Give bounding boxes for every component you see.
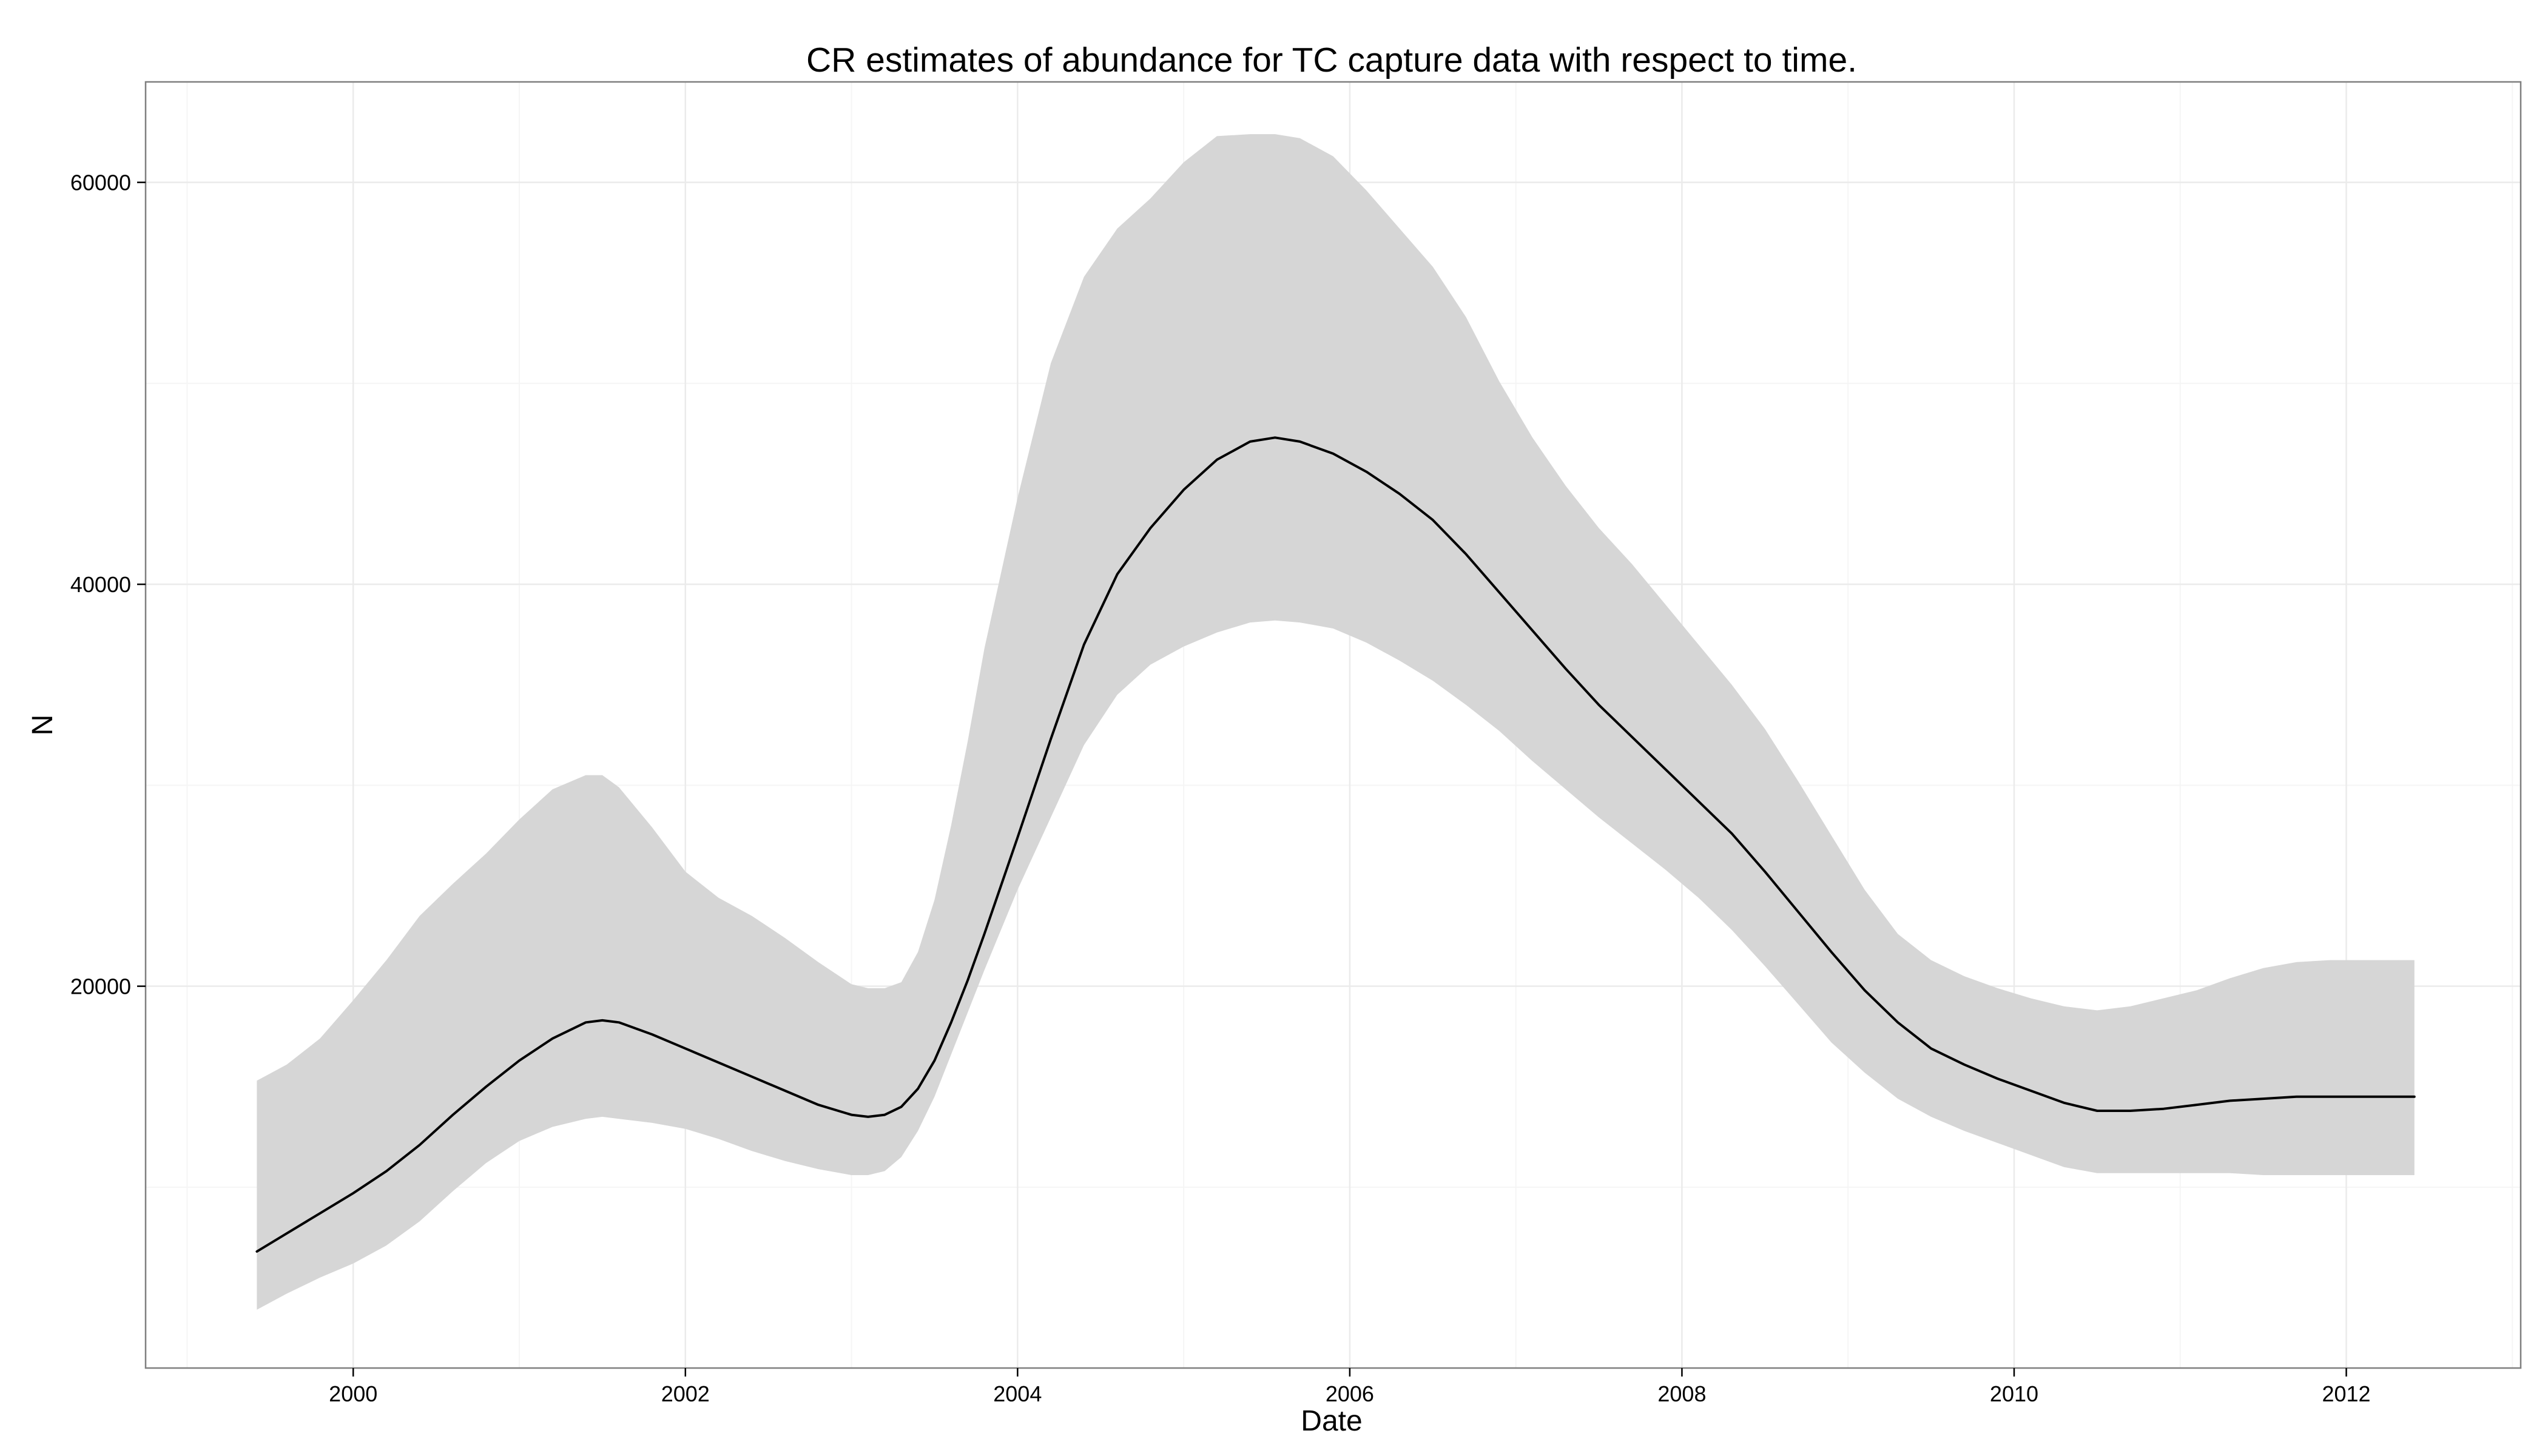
y-axis: 20000 40000 60000 [70, 170, 146, 999]
x-tick-label: 2010 [1990, 1381, 2038, 1406]
chart-title: CR estimates of abundance for TC capture… [806, 41, 1857, 79]
x-tick-label: 2012 [2322, 1381, 2370, 1406]
x-axis: 2000 2002 2004 2006 2008 2010 2012 [329, 1368, 2371, 1406]
grid-lines [146, 82, 2521, 1368]
x-tick-label: 2002 [661, 1381, 710, 1406]
y-tick-label: 40000 [70, 572, 131, 597]
x-tick-label: 2004 [993, 1381, 1042, 1406]
panel-border [144, 81, 2522, 1369]
x-tick-label: 2000 [329, 1381, 377, 1406]
plot-panel [144, 81, 2522, 1369]
y-tick-label: 20000 [70, 974, 131, 999]
x-axis-title: Date [1301, 1405, 1362, 1437]
line-layer [255, 436, 2416, 1253]
x-tick-label: 2006 [1326, 1381, 1374, 1406]
y-axis-title: N [27, 715, 59, 736]
estimate-line-0 [255, 436, 2416, 1253]
confidence-ribbon-0 [257, 134, 2415, 1310]
ribbon-layer [257, 134, 2415, 1310]
y-tick-label: 60000 [70, 170, 131, 195]
x-tick-label: 2008 [1657, 1381, 1706, 1406]
